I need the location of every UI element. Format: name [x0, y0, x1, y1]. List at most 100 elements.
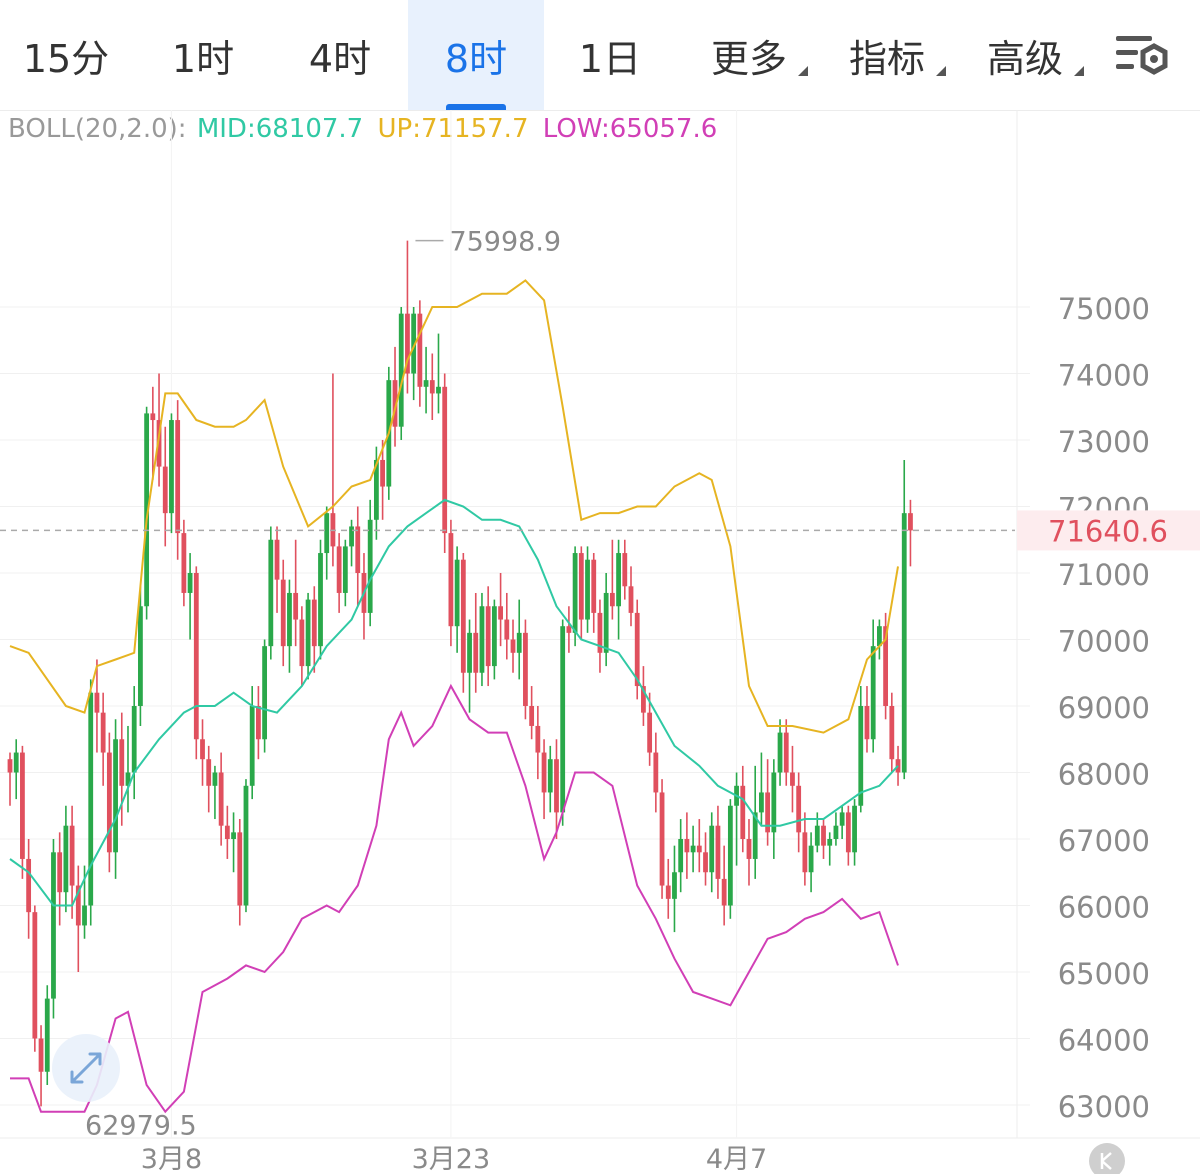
- candle-body: [392, 380, 398, 427]
- tab-5[interactable]: 1日: [545, 0, 675, 110]
- tab-label: 8时: [444, 36, 508, 81]
- candle-body: [808, 845, 814, 873]
- candle-body: [653, 752, 659, 793]
- candle-body: [405, 313, 410, 374]
- candle-body: [641, 686, 646, 713]
- candle-body: [193, 573, 199, 740]
- candle-body: [218, 772, 224, 826]
- candle-body: [864, 706, 870, 740]
- candle-body: [113, 739, 118, 853]
- tab-1[interactable]: 15分: [15, 0, 117, 110]
- candle-body: [150, 413, 156, 421]
- boll-upper-band: [9, 279, 899, 734]
- candle-body: [727, 805, 733, 906]
- candle-body: [709, 825, 715, 873]
- tab-label: 1时: [171, 36, 235, 81]
- x-tick-label: 3月8: [141, 1144, 202, 1174]
- candle-body: [442, 386, 448, 534]
- tab-8[interactable]: 高级: [966, 0, 1084, 110]
- boll-mid-line: [9, 498, 899, 907]
- candle-body: [268, 539, 274, 647]
- candle-body: [634, 612, 640, 687]
- candle-body: [187, 573, 193, 593]
- candle-body: [765, 792, 771, 833]
- candlestick-chart[interactable]: 63000 64000 65000 66000 67000 68000 69000 70000…: [0, 110, 1200, 1174]
- candle-body: [622, 553, 628, 587]
- y-tick-label: 63000: [1058, 1090, 1150, 1124]
- y-tick-label: 65000: [1058, 957, 1150, 991]
- y-tick-label: 69000: [1058, 691, 1150, 725]
- candle-body: [119, 739, 125, 786]
- candle-body: [839, 812, 845, 826]
- candle-body: [889, 706, 895, 760]
- candle-body: [491, 606, 497, 667]
- candle-body: [63, 825, 69, 893]
- candle-body: [169, 420, 174, 514]
- expand-arrows-icon: [70, 1052, 102, 1084]
- tab-3[interactable]: 4时: [289, 0, 391, 110]
- dropdown-caret-icon: [798, 66, 808, 76]
- candle-body: [821, 825, 826, 846]
- candle-body: [324, 513, 330, 554]
- candle-body: [106, 752, 112, 853]
- candle-body: [293, 592, 299, 620]
- candle-body: [845, 812, 851, 853]
- candle-body: [38, 1038, 44, 1072]
- candle-body: [746, 839, 752, 859]
- candle-body: [51, 852, 56, 999]
- tab-4[interactable]: 8时: [408, 0, 544, 110]
- candle-body: [175, 420, 181, 534]
- boll-mid-value: MID:68107.7: [196, 114, 364, 144]
- current-price-tag: [1017, 510, 1200, 551]
- candle-body: [373, 459, 379, 520]
- candle-body: [597, 612, 603, 653]
- candle-body: [883, 626, 889, 706]
- candle-body: [336, 546, 342, 593]
- candle-body: [560, 626, 566, 813]
- tab-7[interactable]: 指标: [828, 0, 946, 110]
- candle-body: [237, 832, 243, 906]
- candle-body: [467, 632, 472, 673]
- candle-body: [790, 772, 795, 786]
- boll-up-value: UP:71157.7: [377, 114, 529, 144]
- candle-body: [299, 619, 305, 667]
- candle-body: [417, 313, 423, 387]
- candle-body: [802, 832, 808, 873]
- candle-body: [44, 998, 50, 1072]
- candle-body: [224, 825, 230, 839]
- candle-body: [144, 413, 150, 607]
- tab-2[interactable]: 1时: [152, 0, 254, 110]
- candle-body: [498, 606, 503, 620]
- candle-body: [833, 825, 839, 839]
- candle-body: [380, 459, 385, 487]
- candle-body: [479, 606, 485, 673]
- candle-body: [256, 706, 261, 740]
- candle-body: [75, 885, 81, 926]
- chart-settings-icon[interactable]: [1110, 28, 1174, 82]
- candle-body: [7, 759, 13, 773]
- candle-body: [678, 839, 684, 873]
- y-tick-label: 70000: [1058, 625, 1150, 659]
- candle-body: [901, 513, 907, 773]
- candle-body: [181, 533, 187, 593]
- candle-body: [448, 533, 454, 627]
- candle-body: [516, 632, 522, 653]
- candle-body: [554, 759, 559, 813]
- x-tick-label: 4月7: [706, 1144, 767, 1174]
- candle-body: [827, 839, 833, 846]
- candle-body: [262, 646, 268, 740]
- candle-body: [721, 878, 727, 906]
- candle-body: [696, 845, 702, 853]
- candle-body: [504, 619, 510, 640]
- kline-logo-icon: [1089, 1143, 1125, 1174]
- y-tick-label: 66000: [1058, 891, 1150, 925]
- dropdown-caret-icon: [936, 66, 946, 76]
- candle-body: [429, 380, 435, 394]
- candle-body: [287, 592, 292, 647]
- candle-body: [249, 706, 255, 786]
- tab-label: 高级: [986, 36, 1063, 81]
- candle-body: [32, 912, 38, 1039]
- candle-body: [703, 852, 708, 873]
- candle-body: [585, 559, 590, 620]
- tab-6[interactable]: 更多: [690, 0, 808, 110]
